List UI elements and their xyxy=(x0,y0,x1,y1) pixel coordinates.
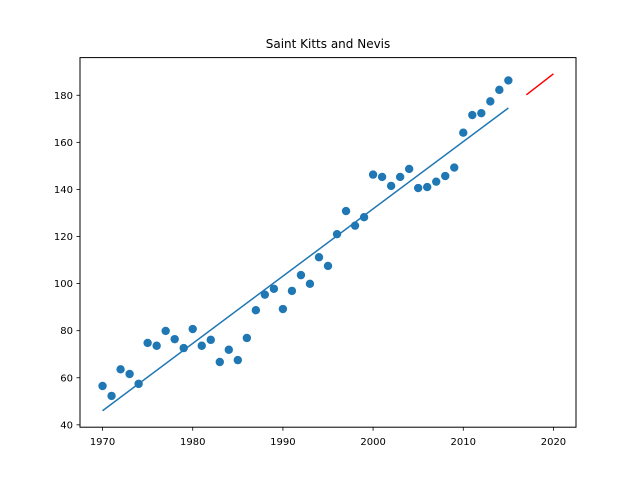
data-point xyxy=(98,381,107,391)
y-tick-label: 100 xyxy=(54,279,73,290)
data-point xyxy=(287,286,297,296)
data-point xyxy=(152,341,161,350)
data-point xyxy=(495,85,504,95)
y-tick-label: 60 xyxy=(60,373,73,384)
data-point xyxy=(341,206,351,216)
trend-line xyxy=(102,107,509,412)
data-point xyxy=(278,304,288,314)
data-point xyxy=(143,338,152,348)
x-tick-label: 2000 xyxy=(360,437,385,448)
x-tick-label: 1980 xyxy=(180,437,205,448)
y-tick-label: 40 xyxy=(60,420,73,431)
y-tick-label: 140 xyxy=(54,185,73,196)
data-point xyxy=(305,279,315,289)
data-point xyxy=(413,183,423,193)
data-point xyxy=(459,128,468,137)
x-tick-label: 2020 xyxy=(541,437,566,448)
data-point xyxy=(188,324,197,334)
x-tick-label: 1990 xyxy=(270,437,295,448)
data-point xyxy=(441,171,450,181)
x-axis: 1970 1980 1990 2000 2010 2020 xyxy=(90,427,566,448)
data-point xyxy=(332,229,342,239)
data-point xyxy=(296,270,306,280)
x-tick-label: 2010 xyxy=(451,437,476,448)
x-tick-label: 1970 xyxy=(90,437,115,448)
data-point xyxy=(323,261,333,271)
data-point xyxy=(477,108,486,118)
data-point xyxy=(260,290,270,299)
data-point xyxy=(404,164,414,174)
chart-title: Saint Kitts and Nevis xyxy=(266,37,391,51)
y-tick-label: 80 xyxy=(60,326,73,337)
forecast-line xyxy=(525,73,554,96)
data-point xyxy=(395,172,405,182)
data-point xyxy=(432,177,441,186)
plot-area xyxy=(98,73,554,412)
data-point xyxy=(125,369,134,379)
data-point xyxy=(161,326,170,336)
y-tick-label: 120 xyxy=(54,232,73,243)
data-point xyxy=(197,341,206,350)
data-point xyxy=(224,345,233,354)
data-point xyxy=(269,284,279,293)
data-point xyxy=(314,253,324,262)
data-point xyxy=(486,97,495,106)
data-point xyxy=(179,343,188,353)
y-axis: 40 60 80 100 120 140 160 180 xyxy=(54,91,80,431)
data-point xyxy=(377,172,387,182)
data-point xyxy=(386,181,396,191)
data-point xyxy=(359,213,369,222)
data-point xyxy=(170,334,179,344)
data-point xyxy=(206,335,215,345)
data-point xyxy=(251,305,261,315)
y-tick-label: 160 xyxy=(54,138,73,149)
plot-frame xyxy=(79,57,577,428)
data-point xyxy=(368,170,378,179)
data-point xyxy=(107,391,116,401)
data-point xyxy=(242,333,252,343)
data-point xyxy=(450,163,459,172)
data-point xyxy=(215,357,224,367)
data-point xyxy=(233,355,243,365)
data-point xyxy=(504,76,513,85)
data-point xyxy=(423,182,432,192)
y-tick-label: 180 xyxy=(54,91,73,102)
data-point xyxy=(116,365,125,374)
data-point xyxy=(468,110,477,120)
